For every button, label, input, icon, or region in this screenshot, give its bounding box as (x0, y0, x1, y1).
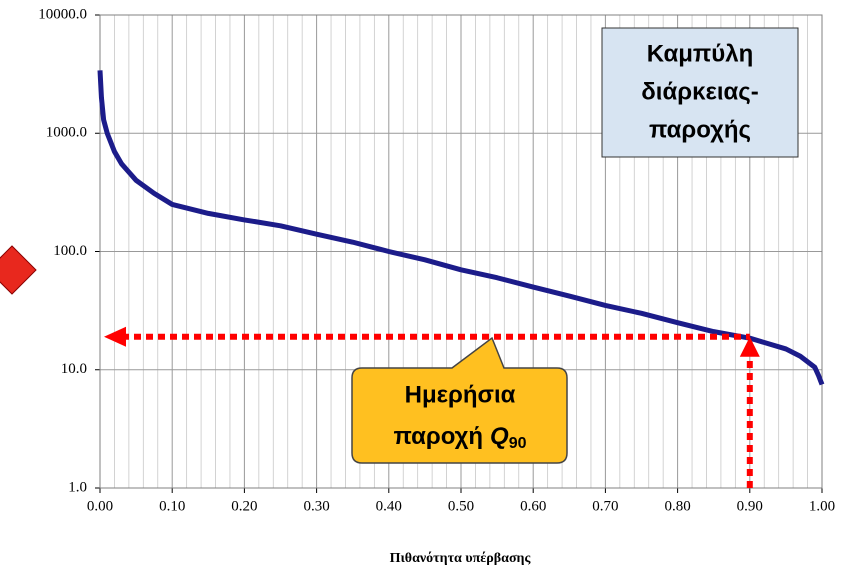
y-label-shape (0, 245, 37, 295)
y-tick-label: 10.0 (61, 361, 87, 377)
x-tick-label: 0.50 (448, 498, 474, 514)
x-tick-label: 0.80 (664, 498, 690, 514)
title-line: παροχής (649, 116, 751, 143)
x-tick-label: 0.60 (520, 498, 546, 514)
title-box (601, 27, 799, 158)
x-tick-label: 0.90 (737, 498, 763, 514)
y-tick-label: 1.0 (68, 479, 87, 495)
y-tick-label: 1000.0 (46, 125, 87, 141)
callout-line: παροχή Q90 (393, 423, 526, 452)
x-tick-label: 0.20 (231, 498, 257, 514)
y-tick-label: 10000.0 (38, 6, 87, 22)
x-tick-label: 0.70 (592, 498, 618, 514)
plot-border (99, 14, 823, 489)
title-line: διάρκειας- (641, 78, 759, 105)
arrow-head (739, 336, 760, 357)
x-tick-label: 0.30 (303, 498, 329, 514)
flow-curve (97, 70, 825, 386)
x-axis-label: Πιθανότητα υπέρβασης (390, 551, 532, 566)
x-tick-label: 1.00 (809, 498, 835, 514)
y-tick-label: 100.0 (53, 243, 87, 259)
callout-subscript: 90 (509, 435, 527, 452)
callout-box (351, 336, 568, 464)
callout-symbol: Q (490, 423, 509, 450)
callout-line: Ημερήσια (405, 381, 516, 408)
callout-text: παροχή (393, 423, 483, 450)
x-tick-label: 0.40 (376, 498, 402, 514)
x-tick-label: 0.10 (159, 498, 185, 514)
x-tick-label: 0.00 (87, 498, 113, 514)
title-line: Καμπύλη (647, 40, 754, 67)
arrow-head (104, 326, 126, 347)
